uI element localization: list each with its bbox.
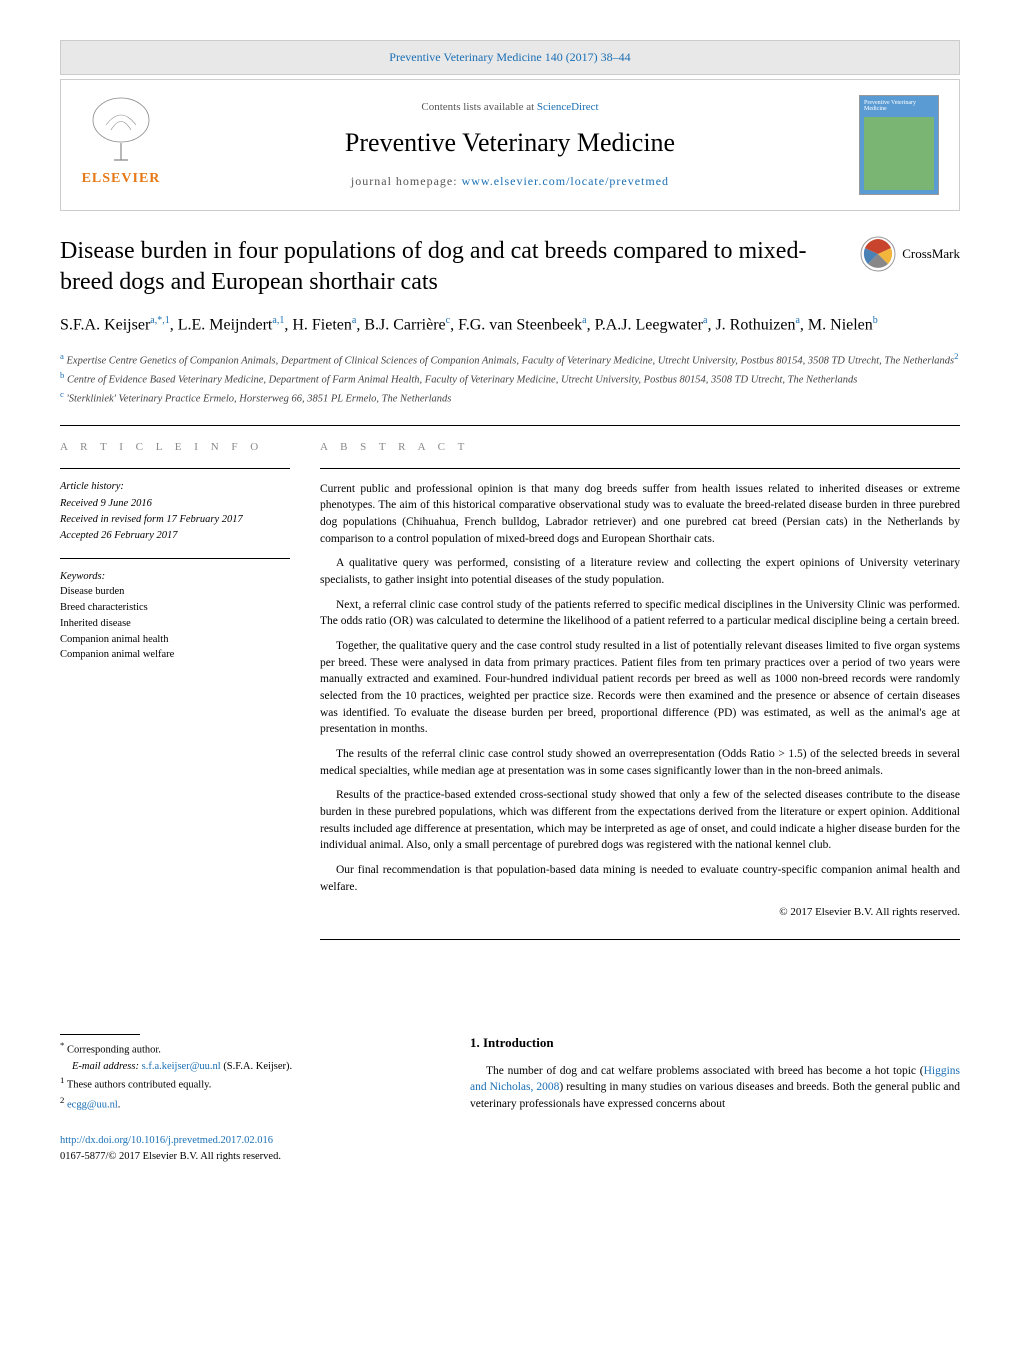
abstract-bottom-rule [320,939,960,940]
intro-p1: The number of dog and cat welfare proble… [470,1063,960,1113]
intro-p1a: The number of dog and cat welfare proble… [486,1065,924,1077]
abstract-p7: Our final recommendation is that populat… [320,862,960,895]
cover-image [864,117,934,190]
email-who: (S.F.A. Keijser). [221,1061,293,1072]
doi-block: http://dx.doi.org/10.1016/j.prevetmed.20… [60,1133,440,1165]
footnote-rule [60,1034,140,1035]
corr-marker: * [60,1040,64,1050]
authors-line: S.F.A. Keijsera,*,1, L.E. Meijnderta,1, … [60,313,960,337]
aff-c-sup: c [60,389,64,399]
aff-a: Expertise Centre Genetics of Companion A… [67,355,955,366]
aff-b: Centre of Evidence Based Veterinary Medi… [67,374,857,385]
elsevier-tree-icon [86,95,156,165]
cover-title: Preventive Veterinary Medicine [864,100,934,113]
author-5-sup: a [582,315,586,326]
aff-a-sup: a [60,351,64,361]
received-date: Received 9 June 2016 [60,498,152,509]
author-7-sup: a [795,315,799,326]
elsevier-text: ELSEVIER [82,169,161,189]
corr-author-note: Corresponding author. [67,1045,161,1056]
homepage-line: journal homepage: www.elsevier.com/locat… [161,173,859,190]
aff-c: 'Sterkliniek' Veterinary Practice Ermelo… [67,394,452,405]
keywords-block: Keywords: Disease burden Breed character… [60,558,290,664]
affiliations: a Expertise Centre Genetics of Companion… [60,350,960,408]
keyword-1: Disease burden [60,584,290,600]
author-5: F.G. van Steenbeek [458,317,582,334]
accepted-date: Accepted 26 February 2017 [60,530,178,541]
abstract-heading: A B S T R A C T [320,440,960,455]
fn2-marker: 2 [60,1095,64,1105]
keyword-5: Companion animal welfare [60,647,290,663]
author-3: H. Fieten [292,317,352,334]
author-8: M. Nielen [808,317,873,334]
article-history: Article history: Received 9 June 2016 Re… [60,479,290,544]
author-1-sup: a,*,1 [150,315,169,326]
author-3-sup: a [352,315,356,326]
contents-prefix: Contents lists available at [421,101,536,113]
abstract-p3: Next, a referral clinic case control stu… [320,597,960,630]
history-label: Article history: [60,479,290,495]
header-citation-link[interactable]: Preventive Veterinary Medicine 140 (2017… [389,50,630,64]
contents-line: Contents lists available at ScienceDirec… [161,100,859,115]
crossmark-icon [860,236,896,272]
elsevier-logo: ELSEVIER [81,95,161,195]
revised-date: Received in revised form 17 February 201… [60,514,243,525]
author-2-sup: a,1 [272,315,284,326]
author-4-sup: c [446,315,450,326]
abstract-p1: Current public and professional opinion … [320,481,960,548]
abstract-p6: Results of the practice-based extended c… [320,787,960,854]
header-citation-bar: Preventive Veterinary Medicine 140 (2017… [60,40,960,75]
abstract-text: Current public and professional opinion … [320,468,960,922]
intro-heading: 1. Introduction [470,1034,960,1052]
keyword-3: Inherited disease [60,616,290,632]
fn1-marker: 1 [60,1075,64,1085]
keyword-2: Breed characteristics [60,600,290,616]
fn2-suffix: . [118,1099,121,1110]
author-1: S.F.A. Keijser [60,317,150,334]
fn1-text: These authors contributed equally. [67,1080,212,1091]
author-4: B.J. Carrière [364,317,445,334]
homepage-prefix: journal homepage: [351,174,462,188]
author-6-sup: a [703,315,707,326]
author-6: P.A.J. Leegwater [595,317,703,334]
homepage-link[interactable]: www.elsevier.com/locate/prevetmed [462,174,670,188]
crossmark-badge[interactable]: CrossMark [860,236,960,272]
keywords-label: Keywords: [60,569,290,585]
sciencedirect-link[interactable]: ScienceDirect [537,101,599,113]
article-info-heading: A R T I C L E I N F O [60,440,290,455]
aff-b-sup: b [60,370,64,380]
abstract-p5: The results of the referral clinic case … [320,746,960,779]
author-8-sup: b [873,315,878,326]
author-2: L.E. Meijndert [178,317,273,334]
issn-copyright: 0167-5877/© 2017 Elsevier B.V. All right… [60,1151,281,1162]
footnotes-block: * Corresponding author. E-mail address: … [60,1034,440,1164]
keyword-4: Companion animal health [60,632,290,648]
abstract-p4: Together, the qualitative query and the … [320,638,960,738]
abstract-copyright: © 2017 Elsevier B.V. All rights reserved… [320,905,960,921]
corr-email-link[interactable]: s.f.a.keijser@uu.nl [142,1061,221,1072]
abstract-p2: A qualitative query was performed, consi… [320,555,960,588]
journal-cover-thumb: Preventive Veterinary Medicine [859,95,939,195]
article-title: Disease burden in four populations of do… [60,236,860,298]
doi-link[interactable]: http://dx.doi.org/10.1016/j.prevetmed.20… [60,1135,273,1146]
journal-banner: ELSEVIER Contents lists available at Sci… [60,79,960,211]
fn2-email-link[interactable]: ecgg@uu.nl [67,1099,118,1110]
crossmark-text: CrossMark [902,245,960,263]
author-7: J. Rothuizen [715,317,795,334]
journal-name: Preventive Veterinary Medicine [161,125,859,161]
email-label: E-mail address: [72,1061,142,1072]
aff-a-note[interactable]: 2 [954,351,958,361]
